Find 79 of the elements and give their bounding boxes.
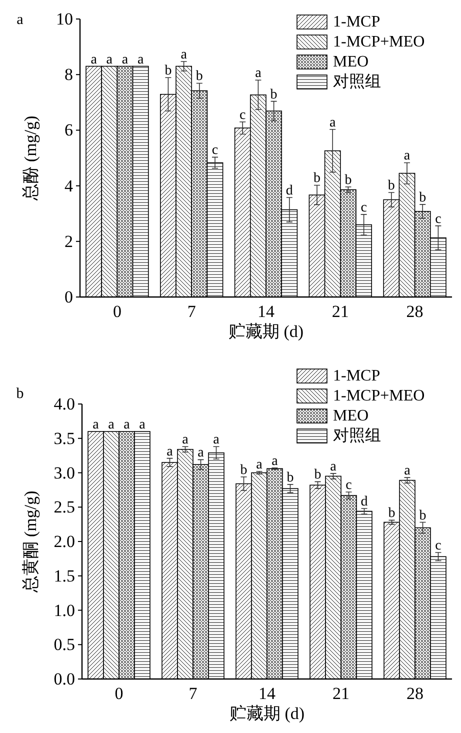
y-tick-label: 1.0 <box>54 600 75 620</box>
legend-label: 1-MCP+MEO <box>333 388 425 404</box>
data-label: b <box>419 190 426 206</box>
x-axis-title: 贮藏期 (d) <box>229 704 305 723</box>
y-tick-label: 6 <box>64 120 73 140</box>
y-tick-label: 2.0 <box>54 532 75 551</box>
data-label: a <box>108 418 116 432</box>
data-label: a <box>404 464 412 479</box>
x-tick-label: 14 <box>258 302 275 321</box>
legend-label: MEO <box>333 54 369 70</box>
legend-label: 1-MCP <box>333 368 380 384</box>
data-label: a <box>213 432 220 448</box>
y-axis-title: 总酚 (mg/g) <box>21 116 40 202</box>
data-label: a <box>182 432 190 448</box>
data-label: c <box>360 200 367 216</box>
data-label: c <box>435 212 442 227</box>
data-label: b <box>388 506 396 522</box>
data-label: b <box>164 64 172 79</box>
data-label: a <box>272 454 279 469</box>
y-tick-label: 0.5 <box>54 635 75 654</box>
chart-title: a <box>16 12 24 28</box>
y-tick-label: 1.5 <box>54 566 75 586</box>
y-axis-title: 总黄酮 (mg/g) <box>21 490 40 594</box>
data-label: c <box>239 108 246 123</box>
data-label: a <box>329 115 336 130</box>
data-label: a <box>106 52 114 68</box>
data-label: d <box>286 183 293 198</box>
x-tick-label: 21 <box>332 302 349 321</box>
y-tick-label: 10 <box>56 10 73 28</box>
data-label: b <box>314 468 322 483</box>
data-label: d <box>360 494 368 510</box>
legend-label: 1-MCP <box>333 14 380 30</box>
data-label: a <box>255 66 262 82</box>
x-axis-title: 贮藏期 (d) <box>228 322 304 341</box>
x-tick-label: 0 <box>114 684 124 703</box>
data-label: a <box>180 48 188 63</box>
legend-label: 1-MCP+MEO <box>333 34 425 50</box>
x-tick-label: 7 <box>188 684 198 703</box>
data-label: b <box>286 470 294 486</box>
x-tick-label: 28 <box>406 302 424 321</box>
y-tick-label: 3.0 <box>54 463 75 482</box>
data-label: c <box>435 538 442 554</box>
data-label: a <box>330 459 338 474</box>
data-label: b <box>388 178 395 194</box>
y-tick-label: 3.5 <box>54 428 75 448</box>
data-label: a <box>198 446 205 461</box>
data-label: b <box>270 87 278 102</box>
y-tick-label: 0.0 <box>54 670 75 688</box>
data-label: a <box>256 457 264 472</box>
data-label: a <box>404 148 411 164</box>
x-tick-label: 21 <box>332 684 350 703</box>
y-tick-label: 0 <box>64 288 73 306</box>
legend-label: 对照组 <box>333 426 381 444</box>
data-label: a <box>122 52 129 68</box>
legend-label: MEO <box>333 408 369 424</box>
y-tick-label: 2.5 <box>54 498 75 517</box>
data-label: b <box>314 171 320 186</box>
data-label: a <box>137 52 144 68</box>
x-tick-label: 14 <box>258 684 276 703</box>
y-tick-label: 8 <box>64 65 73 84</box>
data-label: a <box>92 418 100 432</box>
data-label: a <box>166 444 174 460</box>
data-label: b <box>344 172 352 188</box>
x-tick-label: 28 <box>406 684 424 703</box>
y-tick-label: 4.0 <box>54 394 75 414</box>
x-tick-label: 7 <box>187 302 196 321</box>
y-tick-label: 2 <box>64 232 73 251</box>
data-label: c <box>212 143 218 158</box>
data-label: a <box>124 418 131 432</box>
data-label: a <box>139 418 146 432</box>
data-label: b <box>419 508 426 524</box>
x-tick-label: 0 <box>112 302 122 321</box>
chart-title: b <box>16 386 24 402</box>
data-label: c <box>346 478 352 493</box>
data-label: b <box>196 69 203 84</box>
legend-label: 对照组 <box>333 72 381 90</box>
data-label: b <box>240 462 248 478</box>
data-label: a <box>90 52 98 68</box>
y-tick-label: 4 <box>64 176 74 196</box>
